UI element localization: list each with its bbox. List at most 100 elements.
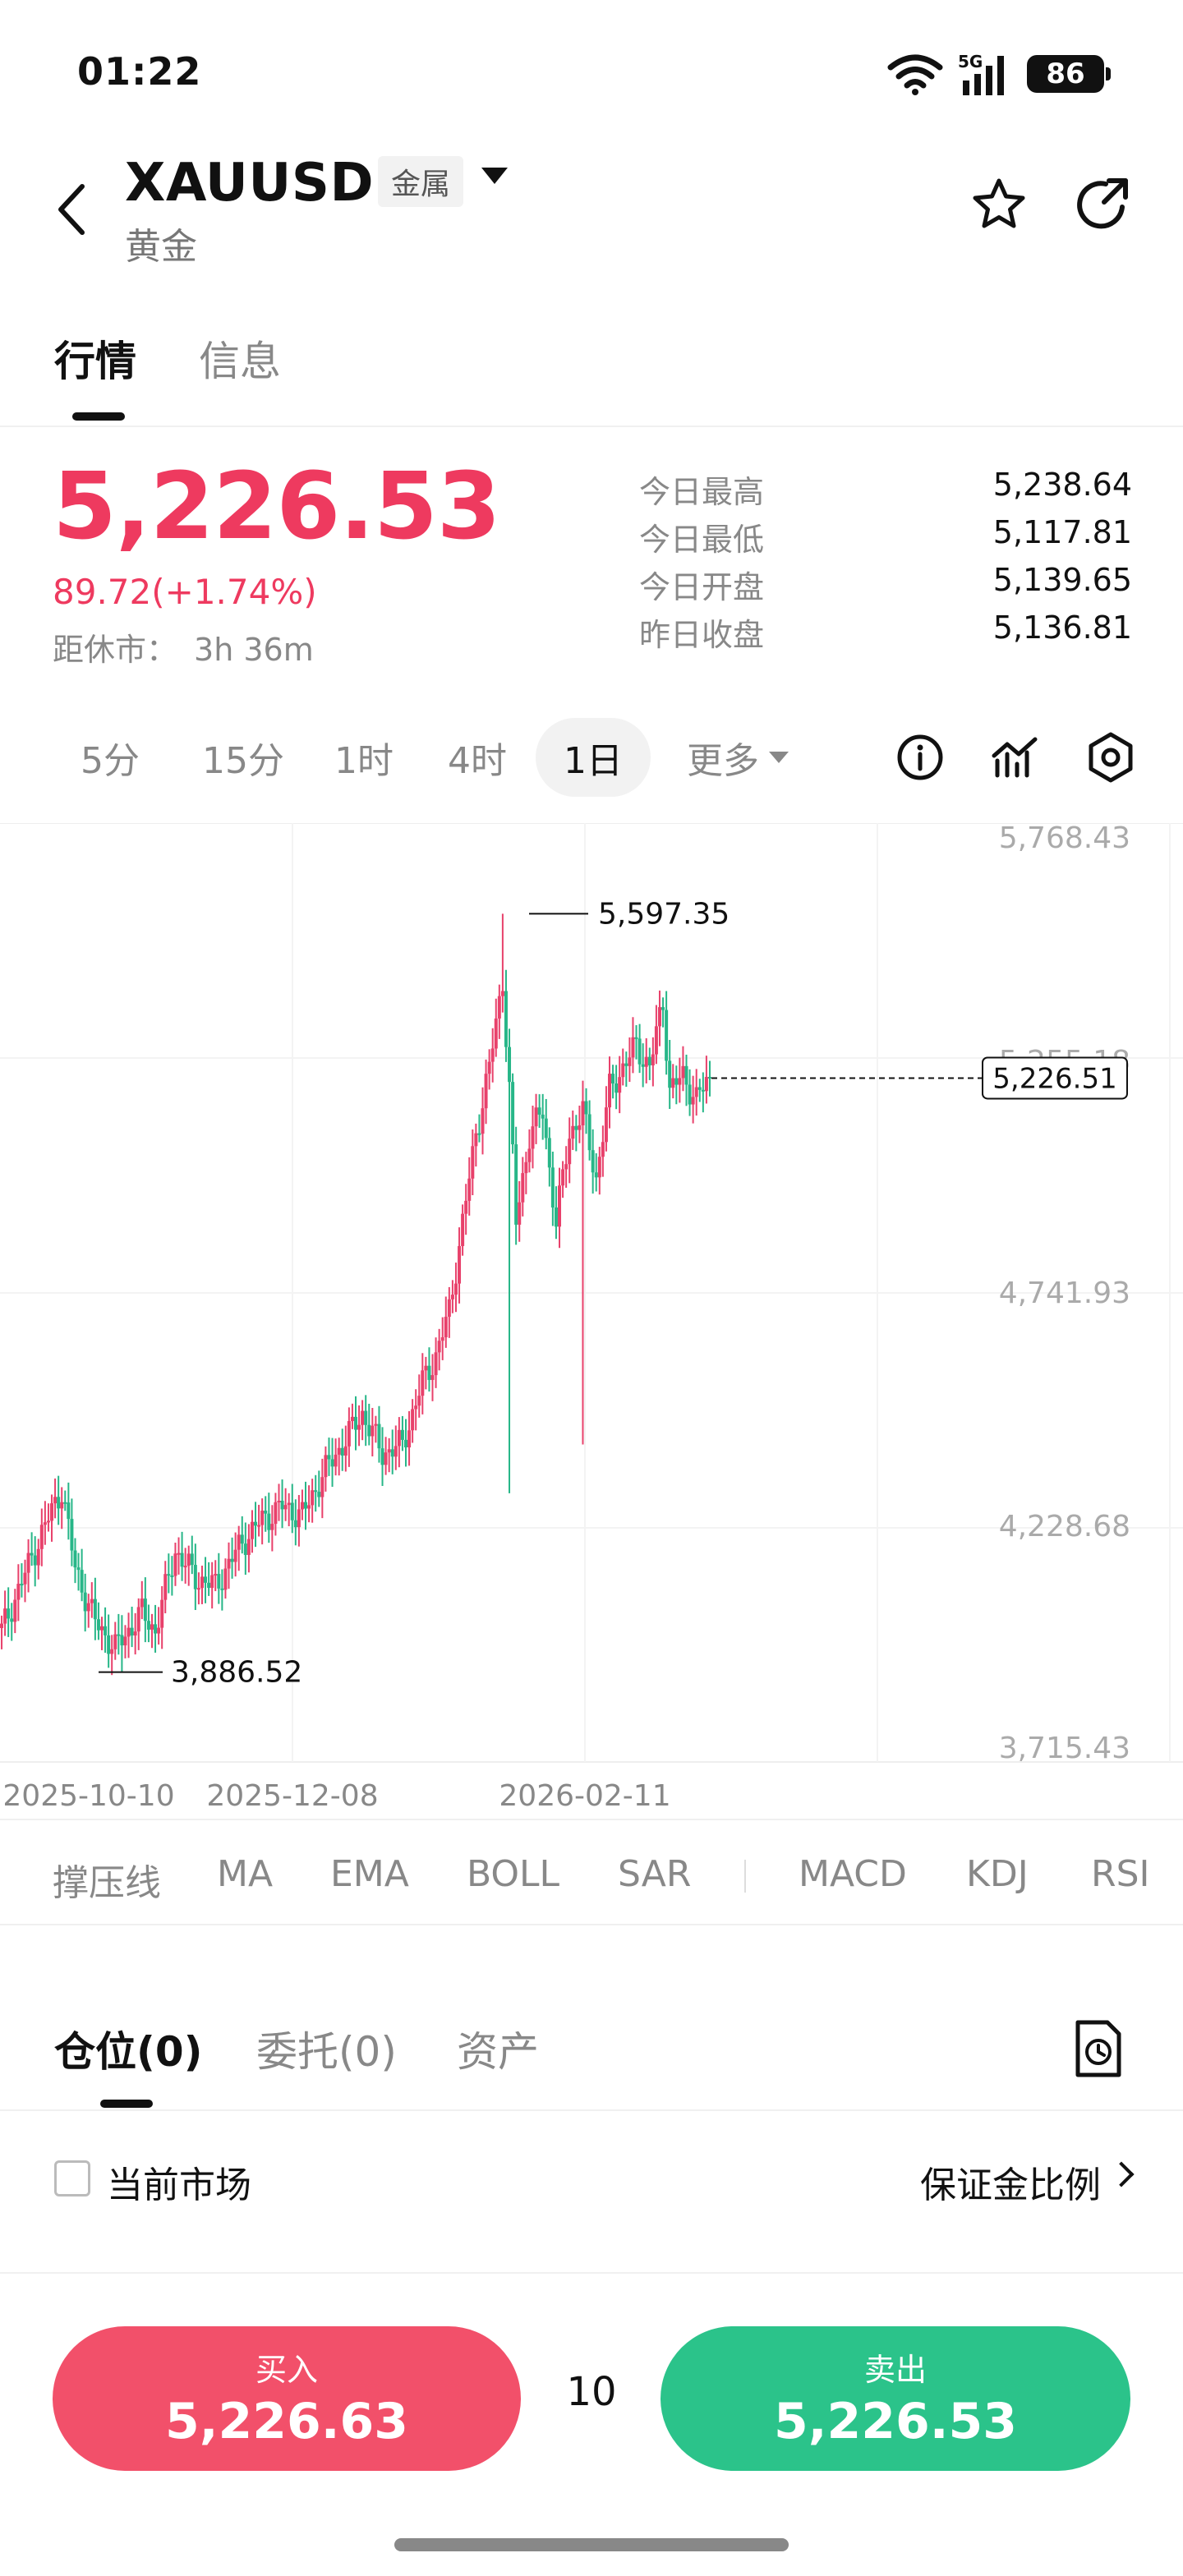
candle-body bbox=[397, 1429, 401, 1447]
indicator-support-resistance[interactable]: 撑压线 bbox=[53, 1862, 161, 1904]
candle-body bbox=[280, 1500, 284, 1510]
candle-body bbox=[421, 1370, 425, 1396]
back-button[interactable] bbox=[48, 172, 97, 246]
candle-body bbox=[327, 1455, 331, 1460]
indicator-ma[interactable]: MA bbox=[217, 1853, 274, 1895]
candle-body bbox=[628, 1057, 632, 1066]
indicator-ema[interactable]: EMA bbox=[330, 1853, 409, 1895]
period-15m[interactable]: 15分 bbox=[202, 740, 284, 782]
share-button[interactable] bbox=[1070, 172, 1135, 238]
candle-body bbox=[464, 1200, 468, 1214]
period-more[interactable]: 更多 bbox=[664, 718, 812, 797]
candle-body bbox=[641, 1064, 645, 1067]
indicator-kdj[interactable]: KDJ bbox=[966, 1853, 1029, 1895]
candle-body bbox=[691, 1097, 695, 1105]
period-4h[interactable]: 4时 bbox=[448, 740, 507, 782]
instrument-name: 黄金 bbox=[125, 226, 197, 268]
wifi-icon bbox=[887, 54, 943, 95]
candle-body bbox=[518, 1202, 522, 1225]
period-5m[interactable]: 5分 bbox=[81, 740, 140, 782]
indicator-macd[interactable]: MACD bbox=[799, 1853, 907, 1895]
buy-label: 买入 bbox=[255, 2352, 318, 2388]
info-icon[interactable] bbox=[891, 728, 950, 787]
candlestick-chart[interactable]: 5,768.435,255.184,741.934,228.683,715.43… bbox=[0, 823, 1183, 1817]
candle-body bbox=[146, 1621, 150, 1630]
candle-body bbox=[136, 1607, 140, 1632]
candle-body bbox=[561, 1169, 565, 1186]
candle-body bbox=[394, 1446, 398, 1457]
candle-body bbox=[110, 1649, 114, 1654]
instrument-symbol[interactable]: XAUUSD bbox=[125, 153, 375, 214]
low-marker-label: 3,886.52 bbox=[171, 1656, 302, 1690]
home-indicator[interactable] bbox=[394, 2538, 789, 2551]
settings-icon[interactable] bbox=[1081, 728, 1140, 787]
candle-body bbox=[76, 1567, 81, 1571]
tab-positions[interactable]: 仓位(0) bbox=[54, 2028, 203, 2076]
tab-orders[interactable]: 委托(0) bbox=[256, 2028, 397, 2076]
candle-body bbox=[384, 1452, 388, 1465]
buy-button[interactable]: 买入 5,226.63 bbox=[53, 2326, 521, 2471]
candle-body bbox=[50, 1503, 54, 1521]
candle-body bbox=[390, 1449, 394, 1457]
chevron-right-icon[interactable] bbox=[1108, 2161, 1135, 2187]
current-market-checkbox[interactable] bbox=[54, 2160, 90, 2196]
candle-body bbox=[537, 1107, 541, 1115]
period-1d[interactable]: 1日 bbox=[536, 718, 651, 797]
current-market-label[interactable]: 当前市场 bbox=[107, 2164, 251, 2206]
caret-down-icon[interactable] bbox=[481, 168, 508, 184]
tab-assets[interactable]: 资产 bbox=[457, 2028, 539, 2076]
period-1h[interactable]: 1时 bbox=[334, 740, 394, 782]
tab-market[interactable]: 行情 bbox=[54, 338, 136, 385]
stat-value: 5,139.65 bbox=[992, 562, 1132, 598]
candle-body bbox=[220, 1588, 224, 1590]
candle-body bbox=[324, 1455, 328, 1478]
candle-body bbox=[621, 1063, 625, 1078]
candle-body bbox=[407, 1430, 412, 1448]
indicator-rsi[interactable]: RSI bbox=[1091, 1853, 1150, 1895]
candle-body bbox=[467, 1178, 472, 1201]
candle-body bbox=[177, 1552, 181, 1555]
quantity-value[interactable]: 10 bbox=[566, 2369, 617, 2415]
sell-button[interactable]: 卖出 5,226.53 bbox=[661, 2326, 1130, 2471]
candle-body bbox=[508, 1046, 512, 1083]
indicator-sar[interactable]: SAR bbox=[618, 1853, 692, 1895]
candle-body bbox=[524, 1162, 528, 1174]
candle-body bbox=[140, 1598, 144, 1608]
candle-body bbox=[46, 1520, 50, 1523]
candle-body bbox=[36, 1548, 40, 1566]
candle-body bbox=[587, 1114, 592, 1151]
candle-body bbox=[23, 1572, 27, 1585]
candle-body bbox=[490, 1048, 495, 1062]
candle-body bbox=[246, 1539, 251, 1555]
category-badge[interactable]: 金属 bbox=[378, 156, 464, 207]
candle-body bbox=[43, 1522, 47, 1525]
candle-body bbox=[300, 1502, 304, 1510]
history-icon[interactable] bbox=[1066, 2016, 1129, 2082]
chevron-left-icon bbox=[58, 184, 85, 235]
candle-body bbox=[594, 1172, 598, 1178]
candle-body bbox=[521, 1173, 525, 1203]
y-tick-label: 4,228.68 bbox=[999, 1510, 1130, 1543]
favorite-button[interactable] bbox=[966, 172, 1032, 238]
candle-body bbox=[107, 1635, 111, 1654]
candle-body bbox=[688, 1084, 692, 1105]
candle-body bbox=[568, 1138, 572, 1165]
candle-body bbox=[403, 1439, 407, 1448]
candle-body bbox=[654, 1026, 658, 1055]
indicator-boll[interactable]: BOLL bbox=[467, 1853, 560, 1895]
indicator-chart-icon[interactable] bbox=[986, 728, 1045, 787]
candle-body bbox=[10, 1618, 14, 1622]
candle-body bbox=[20, 1584, 24, 1586]
candle-body bbox=[417, 1396, 421, 1406]
close-label: 距休市： bbox=[53, 632, 178, 668]
candle-body bbox=[631, 1037, 635, 1058]
margin-ratio-link[interactable]: 保证金比例 bbox=[920, 2164, 1101, 2206]
candle-body bbox=[581, 1101, 585, 1125]
candle-body bbox=[314, 1490, 318, 1493]
candle-body bbox=[130, 1627, 134, 1636]
chart-canvas[interactable]: 5,768.435,255.184,741.934,228.683,715.43… bbox=[0, 823, 1183, 1817]
candle-body bbox=[117, 1634, 121, 1636]
candle-body bbox=[461, 1213, 465, 1246]
tab-info[interactable]: 信息 bbox=[199, 338, 281, 385]
candle-body bbox=[350, 1416, 354, 1421]
